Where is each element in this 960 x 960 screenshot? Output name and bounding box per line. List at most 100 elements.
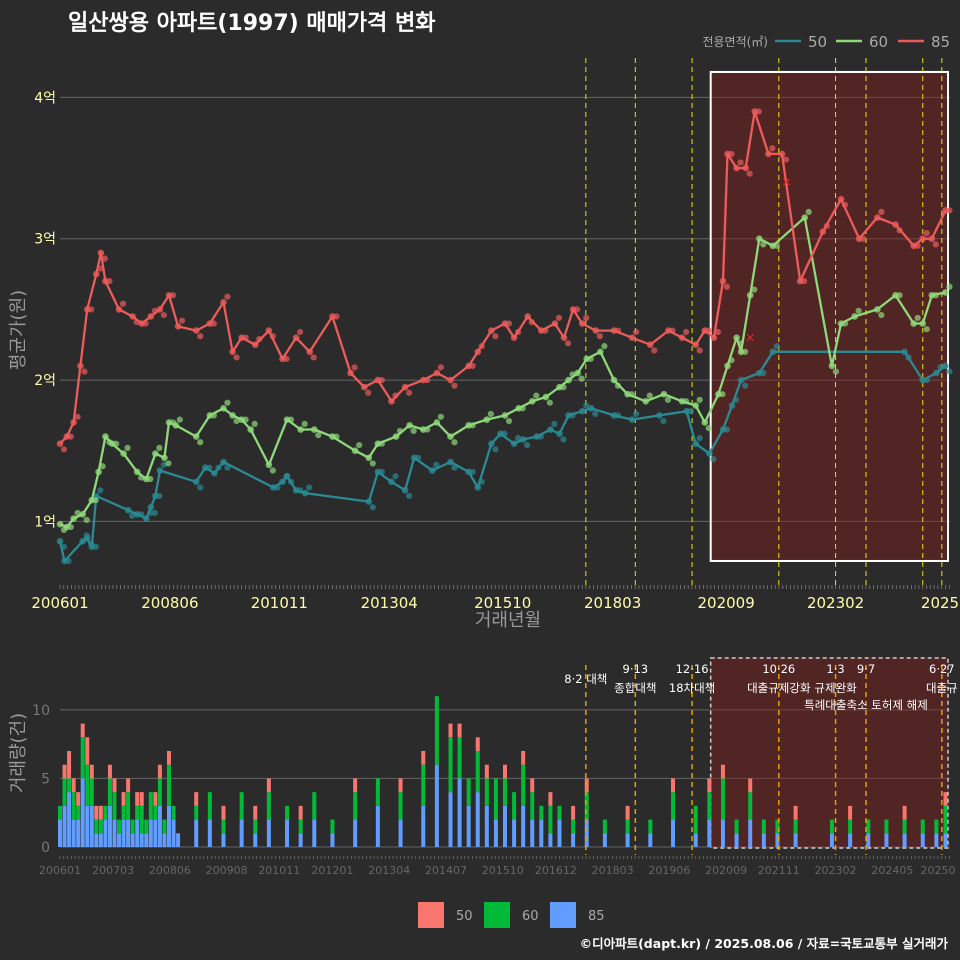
data-point-60	[124, 444, 131, 452]
data-point-50	[923, 376, 930, 384]
data-point-85	[256, 335, 263, 343]
policy-date: 6·27	[929, 662, 955, 676]
vol-bar-50	[85, 737, 90, 765]
vol-bar-85	[448, 792, 453, 847]
vol-bar-50	[298, 805, 303, 820]
vol-x-tick-label: 200601	[39, 864, 81, 877]
vol-bar-85	[126, 819, 131, 847]
policy-date: 12·16	[676, 662, 709, 676]
vol-bar-50	[98, 805, 103, 820]
vol-bar-85	[648, 833, 653, 847]
volume-panel: 0 5 10 8·2 대책 9·13 종합대책 12·16 18차대책 10·26 대출규제강화 1…	[8, 657, 958, 877]
legend-title: 전용면적(㎡)	[702, 35, 768, 49]
vol-bar-60	[884, 819, 889, 834]
data-point-85	[106, 278, 113, 285]
data-point-85	[178, 317, 186, 324]
vol-bar-85	[793, 833, 798, 847]
vol-bar-85	[121, 819, 126, 847]
data-point-85	[692, 341, 700, 349]
vol-bar-85	[457, 778, 462, 847]
vol-bar-85	[221, 833, 226, 847]
data-point-60	[176, 416, 183, 423]
vol-bar-50	[902, 805, 907, 820]
data-point-60	[165, 460, 172, 467]
data-point-60	[133, 468, 141, 476]
vol-bar-85	[884, 833, 889, 847]
data-point-60	[878, 311, 885, 319]
data-point-85	[310, 354, 317, 361]
legend-label-85: 85	[931, 33, 950, 51]
data-point-60	[451, 439, 458, 446]
data-point-85	[378, 376, 385, 384]
data-point-85	[488, 327, 495, 334]
data-point-60	[220, 405, 227, 412]
data-point-85	[633, 328, 640, 336]
y-tick-label: 1억	[34, 514, 56, 530]
data-point-60	[406, 421, 413, 429]
policy-text: 특례대출축소 토허제 해제	[804, 698, 928, 712]
vol-bar-60	[398, 792, 403, 820]
data-point-85	[492, 333, 499, 340]
data-point-60	[156, 444, 163, 452]
vol-y-tick-label: 5	[41, 771, 50, 787]
data-point-50	[510, 440, 518, 447]
vol-bar-50	[521, 751, 526, 765]
data-point-60	[742, 348, 749, 355]
vol-bar-60	[266, 792, 271, 820]
data-point-85	[229, 348, 236, 356]
vol-bar-85	[353, 819, 358, 847]
vol-bar-50	[707, 778, 712, 793]
data-point-60	[351, 447, 359, 455]
data-point-85	[564, 340, 572, 347]
vol-bar-85	[775, 833, 780, 847]
data-point-50	[401, 487, 409, 494]
vol-bar-85	[285, 819, 290, 847]
data-point-60	[773, 242, 781, 249]
data-point-85	[297, 328, 304, 336]
data-point-50	[56, 537, 64, 545]
vol-bar-60	[135, 805, 140, 820]
data-point-60	[692, 402, 700, 409]
data-point-50	[224, 464, 231, 471]
vol-bar-60	[130, 819, 135, 834]
data-point-60	[147, 475, 154, 483]
vol-x-tick-label: 202009	[705, 864, 747, 877]
vol-bar-85	[707, 819, 712, 847]
data-point-60	[378, 440, 385, 447]
data-point-50	[524, 441, 531, 449]
data-point-85	[932, 241, 939, 248]
data-point-60	[855, 307, 862, 314]
data-point-85	[528, 319, 535, 326]
data-point-60	[932, 292, 939, 299]
data-point-85	[914, 242, 921, 249]
data-point-85	[733, 164, 740, 172]
vol-bar-60	[76, 805, 81, 820]
data-point-60	[614, 382, 622, 389]
data-point-60	[447, 433, 454, 440]
vol-bar-60	[194, 805, 199, 820]
data-point-85	[67, 433, 74, 440]
vol-bar-85	[130, 833, 135, 847]
data-point-85	[169, 292, 177, 299]
vol-bar-85	[475, 792, 480, 847]
data-point-60	[67, 523, 74, 531]
x-tick-label: 201011	[251, 594, 308, 612]
data-point-50	[514, 434, 522, 442]
data-point-85	[801, 278, 808, 285]
vol-bar-50	[475, 737, 480, 751]
vol-bar-85	[80, 778, 85, 847]
vol-bar-60	[848, 819, 853, 834]
data-point-60	[546, 399, 553, 406]
data-point-50	[706, 450, 713, 457]
vol-bar-60	[103, 805, 108, 820]
data-point-85	[583, 314, 590, 321]
vol-bar-85	[943, 833, 948, 847]
vol-bar-50	[67, 751, 72, 779]
vol-bar-50	[221, 805, 226, 820]
vol-bar-50	[112, 778, 117, 793]
data-point-60	[83, 516, 90, 524]
data-point-60	[560, 384, 567, 391]
data-point-85	[769, 145, 776, 152]
vol-bar-60	[548, 805, 553, 834]
data-point-60	[533, 392, 540, 399]
